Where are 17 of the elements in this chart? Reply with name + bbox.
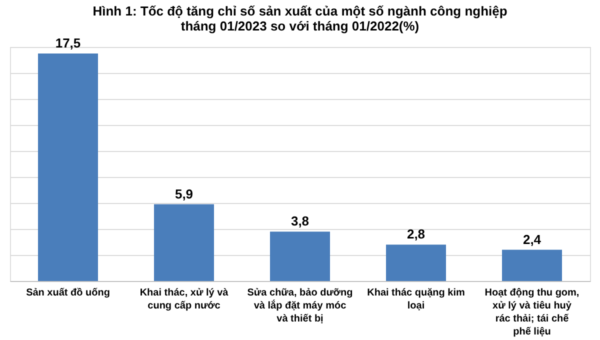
bar: [154, 204, 214, 281]
x-tick-label: Sản xuất đồ uống: [26, 288, 110, 298]
x-tick-label: Khai thác, xử lý và cung cấp nước: [140, 288, 229, 312]
bar: [502, 250, 562, 281]
x-tick-label: Hoạt động thu gom, xử lý và tiêu huỷ rác thải; tái chế phế liệu: [484, 288, 580, 338]
x-tick-label: Khai thác quặng kim loại: [367, 288, 466, 312]
data-label: 5,9: [174, 186, 194, 202]
bar: [270, 232, 330, 281]
x-tick-label: Sửa chữa, bảo dưỡng và lắp đặt máy móc và thiết bị: [247, 288, 353, 324]
text: Hình 1: Tốc độ tăng chỉ số sản xuất của một số ngành công nghiệp: [92, 4, 508, 18]
data-label: 2,8: [406, 226, 426, 242]
bar: [386, 244, 446, 281]
data-label: 17,5: [55, 36, 81, 50]
data-label: 3,8: [290, 214, 310, 229]
data-label: 2,4: [522, 232, 542, 247]
bar: [38, 54, 98, 281]
text: tháng 01/2023 so với tháng 01/2022(%): [180, 18, 420, 34]
